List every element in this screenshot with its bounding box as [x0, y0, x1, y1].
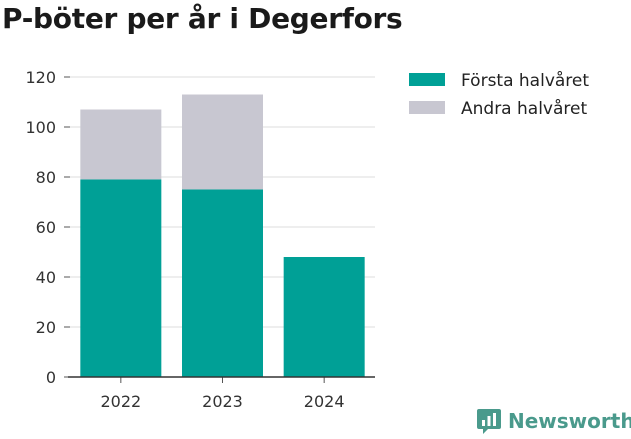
y-axis: 0 20 40 60 80 100 120 [25, 68, 70, 387]
bar-2024-series-0 [283, 257, 365, 377]
chart-title: P-böter per år i Degerfors [2, 2, 403, 35]
y-tick-label: 20 [36, 318, 56, 337]
x-axis: 2022 2023 2024 [68, 376, 375, 411]
legend-label: Första halvåret [461, 70, 589, 91]
legend-label: Andra halvåret [461, 98, 587, 119]
bar-2023-series-0 [182, 189, 263, 377]
brand-name: Newsworthy [508, 409, 631, 433]
bar-2022-series-0 [80, 179, 162, 377]
x-tick-label: 2023 [202, 392, 243, 411]
y-tick-label: 100 [25, 118, 56, 137]
y-tick-label: 120 [25, 68, 56, 87]
legend: Första halvåret Andra halvåret [409, 70, 589, 119]
legend-swatch [409, 101, 445, 114]
x-tick-label: 2024 [304, 392, 345, 411]
bar-2022-series-1 [80, 109, 162, 180]
y-tick-label: 60 [36, 218, 56, 237]
newsworthy-logo-icon [477, 409, 501, 434]
bar-2023-series-1 [182, 94, 263, 190]
bars [80, 94, 365, 377]
x-tick-label: 2022 [100, 392, 141, 411]
y-tick-label: 0 [46, 368, 56, 387]
y-tick-label: 40 [36, 268, 56, 287]
brand-logo: Newsworthy [476, 407, 631, 435]
legend-swatch [409, 73, 445, 86]
y-tick-label: 80 [36, 168, 56, 187]
